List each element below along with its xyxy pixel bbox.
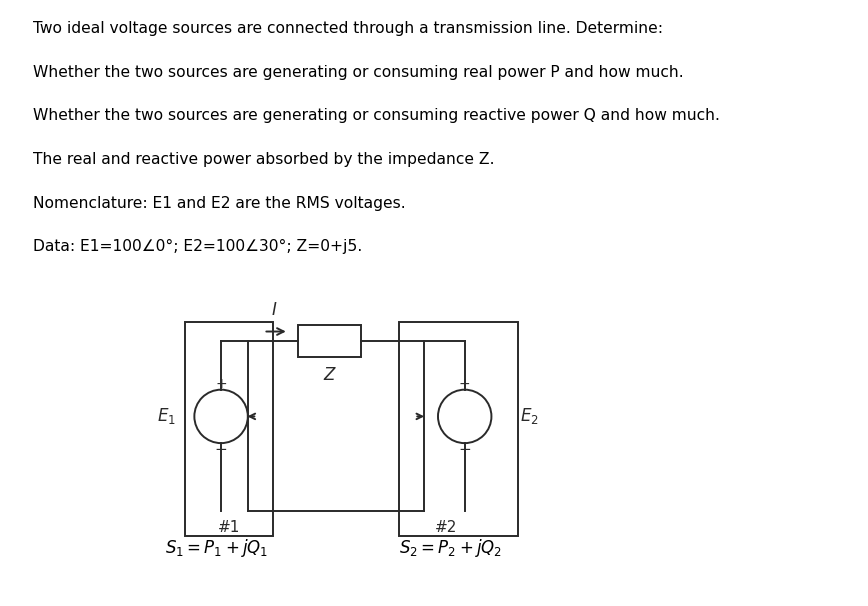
Text: $E_2$: $E_2$ (520, 407, 538, 427)
Text: $S_1 = P_1 + jQ_1$: $S_1 = P_1 + jQ_1$ (165, 537, 268, 559)
Text: Nomenclature: E1 and E2 are the RMS voltages.: Nomenclature: E1 and E2 are the RMS volt… (33, 196, 405, 211)
Text: Two ideal voltage sources are connected through a transmission line. Determine:: Two ideal voltage sources are connected … (33, 21, 663, 36)
Text: −: − (458, 442, 471, 457)
Text: Data: E1=100∠0°; E2=100∠30°; Z=0+j5.: Data: E1=100∠0°; E2=100∠30°; Z=0+j5. (33, 239, 362, 255)
Text: #2: #2 (435, 520, 457, 535)
Text: The real and reactive power absorbed by the impedance Z.: The real and reactive power absorbed by … (33, 152, 495, 167)
Text: $S_2 = P_2 + jQ_2$: $S_2 = P_2 + jQ_2$ (399, 537, 503, 559)
Text: $I$: $I$ (272, 301, 278, 319)
Text: Whether the two sources are generating or consuming real power P and how much.: Whether the two sources are generating o… (33, 65, 684, 80)
Text: Z: Z (324, 366, 335, 384)
Bar (185, 322, 273, 536)
Text: #1: #1 (218, 520, 240, 535)
Text: +: + (215, 378, 227, 391)
Bar (398, 322, 518, 536)
Text: Whether the two sources are generating or consuming reactive power Q and how muc: Whether the two sources are generating o… (33, 108, 720, 124)
Text: −: − (214, 442, 227, 457)
Text: +: + (459, 378, 470, 391)
Text: $E_1$: $E_1$ (156, 407, 175, 427)
Bar (298, 325, 361, 357)
